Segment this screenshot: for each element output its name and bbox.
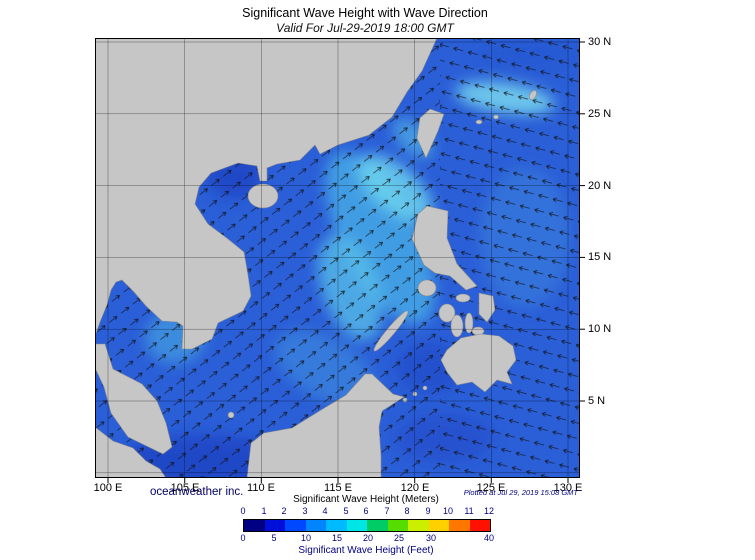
meter-tick: 7 — [384, 506, 390, 516]
lat-label-25n: 25 N — [588, 108, 612, 120]
mindanao-island — [440, 333, 517, 393]
land-masses — [95, 38, 537, 478]
natuna-islet — [227, 411, 235, 419]
luzon-island — [411, 205, 478, 291]
malay-peninsula — [95, 343, 173, 455]
colorbar-segment — [408, 520, 429, 531]
lon-label-100e: 100 E — [93, 482, 123, 494]
borneo-island — [246, 373, 405, 478]
hainan-island — [247, 183, 279, 209]
meter-tick: 9 — [425, 506, 431, 516]
meter-tick: 2 — [281, 506, 287, 516]
asia-mainland — [95, 38, 438, 350]
colorbar-segment — [449, 520, 470, 531]
oceanweather-branding: oceanweather inc. — [150, 486, 244, 498]
meter-tick: 5 — [343, 506, 349, 516]
feet-tick: 25 — [393, 533, 404, 543]
wave-height-map — [95, 38, 585, 483]
bohol-island — [471, 326, 485, 336]
colorbar-segment — [264, 520, 285, 531]
lon-label-125e: 125 E — [476, 482, 506, 494]
feet-tick: 20 — [362, 533, 373, 543]
feet-tick: 10 — [300, 533, 311, 543]
ishigaki-islet — [475, 119, 483, 125]
panay-island — [438, 303, 456, 323]
page-title: Significant Wave Height with Wave Direct… — [242, 6, 488, 20]
meter-tick: 6 — [363, 506, 369, 516]
negros-island — [450, 314, 464, 338]
feet-tick: 5 — [271, 533, 277, 543]
colorbar-segment — [244, 520, 265, 531]
lon-label-120e: 120 E — [400, 482, 430, 494]
feet-tick: 0 — [240, 533, 246, 543]
plot-timestamp: Plotted at Jul 29, 2019 15:08 GMT — [463, 488, 578, 497]
lon-label-110e: 110 E — [247, 482, 275, 494]
lat-label-5n: 5 N — [588, 395, 606, 407]
masbate-island — [455, 293, 471, 303]
meter-tick: 3 — [302, 506, 308, 516]
mindoro-island — [417, 279, 437, 297]
valid-time-subtitle: Valid For Jul-29-2019 18:00 GMT — [276, 21, 454, 35]
map-frame — [95, 38, 580, 478]
colorbar — [243, 519, 491, 532]
lat-label-20n: 20 N — [588, 180, 612, 192]
palawan-island — [373, 310, 409, 352]
meter-tick: 0 — [240, 506, 246, 516]
meter-tick: 4 — [322, 506, 328, 516]
meter-tick: 12 — [483, 506, 494, 516]
lat-label-10n: 10 N — [588, 323, 612, 335]
colorbar-segment — [346, 520, 367, 531]
grid-lines — [95, 38, 580, 478]
feet-tick: 15 — [331, 533, 342, 543]
feet-tick: 30 — [425, 533, 436, 543]
colorbar-segment — [469, 520, 490, 531]
axis-ticks — [107, 41, 585, 483]
meter-tick: 1 — [261, 506, 267, 516]
cebu-island — [464, 312, 474, 334]
legend-meters-title: Significant Wave Height (Meters) — [293, 494, 439, 505]
lon-label-105e: 105 E — [170, 482, 200, 494]
colorbar-segment — [367, 520, 388, 531]
okinawa-islet — [529, 90, 537, 100]
miyako-islet — [493, 114, 499, 120]
colorbar-segment — [305, 520, 326, 531]
colorbar-segment — [428, 520, 449, 531]
lon-label-115e: 115 E — [324, 482, 352, 494]
sulu-islet — [422, 385, 428, 391]
colorbar-segment — [285, 520, 306, 531]
samar-leyte-islands — [478, 292, 496, 323]
colorbar-segment — [387, 520, 408, 531]
sulu-islet — [412, 391, 418, 397]
feet-tick: 40 — [483, 533, 494, 543]
lon-label-130e: 130 E — [553, 482, 583, 494]
sulu-islet — [402, 397, 408, 403]
meter-tick: 11 — [464, 506, 474, 516]
legend-feet-title: Significant Wave Height (Feet) — [298, 545, 434, 556]
lat-label-30n: 30 N — [588, 36, 612, 48]
meter-tick: 8 — [404, 506, 410, 516]
lat-label-15n: 15 N — [588, 251, 612, 263]
colorbar-segment — [326, 520, 347, 531]
meter-tick: 10 — [442, 506, 453, 516]
sumatra — [95, 426, 167, 478]
